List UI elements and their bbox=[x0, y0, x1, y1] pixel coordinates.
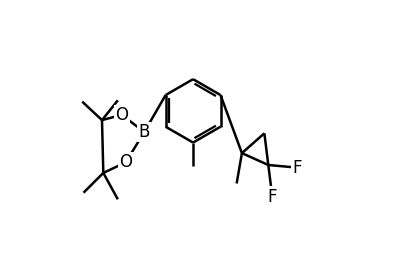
Text: F: F bbox=[292, 159, 302, 177]
Text: F: F bbox=[267, 188, 276, 206]
Text: B: B bbox=[138, 123, 150, 141]
Text: O: O bbox=[119, 153, 132, 171]
Text: O: O bbox=[115, 106, 128, 124]
